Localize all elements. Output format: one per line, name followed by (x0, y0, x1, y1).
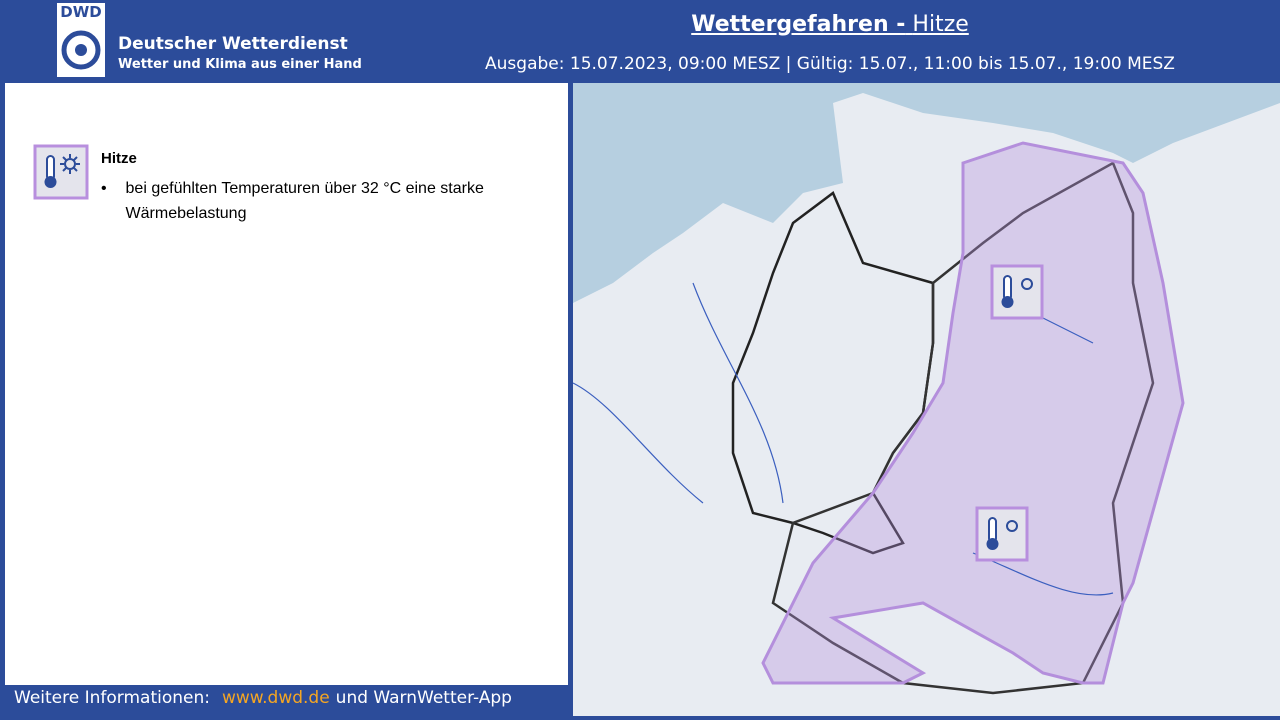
legend-text: bei gefühlten Temperaturen über 32 °C ei… (125, 180, 484, 222)
legend-bullet: • bei gefühlten Temperaturen über 32 °C e… (101, 176, 521, 226)
title-topic: Hitze (912, 12, 969, 37)
map (573, 83, 1280, 716)
org-slogan: Wetter und Klima aus einer Hand (118, 57, 362, 72)
title: Wettergefahren - Hitze (600, 12, 1060, 37)
issue-info: Ausgabe: 15.07.2023, 09:00 MESZ | Gültig… (485, 54, 1175, 74)
legend-panel (5, 83, 568, 685)
header: DWD Deutscher Wetterdienst Wetter und Kl… (0, 0, 1280, 82)
legend-label: Hitze (101, 150, 137, 167)
footer: Weitere Informationen: www.dwd.de und Warn… (14, 688, 512, 708)
logo-swirl (61, 30, 101, 70)
logo-text: DWD (57, 3, 105, 21)
title-main: Wettergefahren - (691, 12, 906, 37)
map-heat-icon (990, 264, 1044, 320)
heat-icon (33, 144, 89, 200)
footer-text: Weitere Informationen: (14, 688, 210, 708)
org-name: Deutscher Wetterdienst (118, 34, 348, 54)
map-heat-icon (975, 506, 1029, 562)
logo: DWD (57, 3, 105, 77)
footer-link[interactable]: www.dwd.de (221, 688, 330, 708)
footer-suffix: und WarnWetter-App (335, 688, 512, 708)
